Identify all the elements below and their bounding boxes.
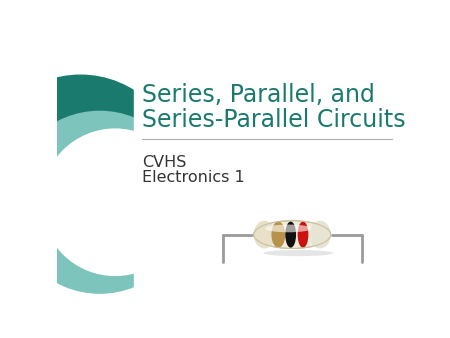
Circle shape: [9, 112, 191, 293]
Ellipse shape: [265, 224, 311, 232]
Bar: [135, 41, 404, 301]
Ellipse shape: [309, 221, 331, 248]
Ellipse shape: [297, 221, 308, 248]
Ellipse shape: [254, 221, 275, 248]
Text: Series, Parallel, and: Series, Parallel, and: [142, 83, 375, 107]
Text: Electronics 1: Electronics 1: [142, 170, 245, 185]
Text: CVHS: CVHS: [142, 154, 186, 170]
Ellipse shape: [264, 250, 333, 256]
Circle shape: [42, 129, 188, 275]
Ellipse shape: [285, 221, 296, 248]
Ellipse shape: [254, 221, 331, 248]
Text: Series-Parallel Circuits: Series-Parallel Circuits: [142, 108, 406, 132]
Circle shape: [0, 75, 180, 275]
Ellipse shape: [271, 221, 285, 248]
